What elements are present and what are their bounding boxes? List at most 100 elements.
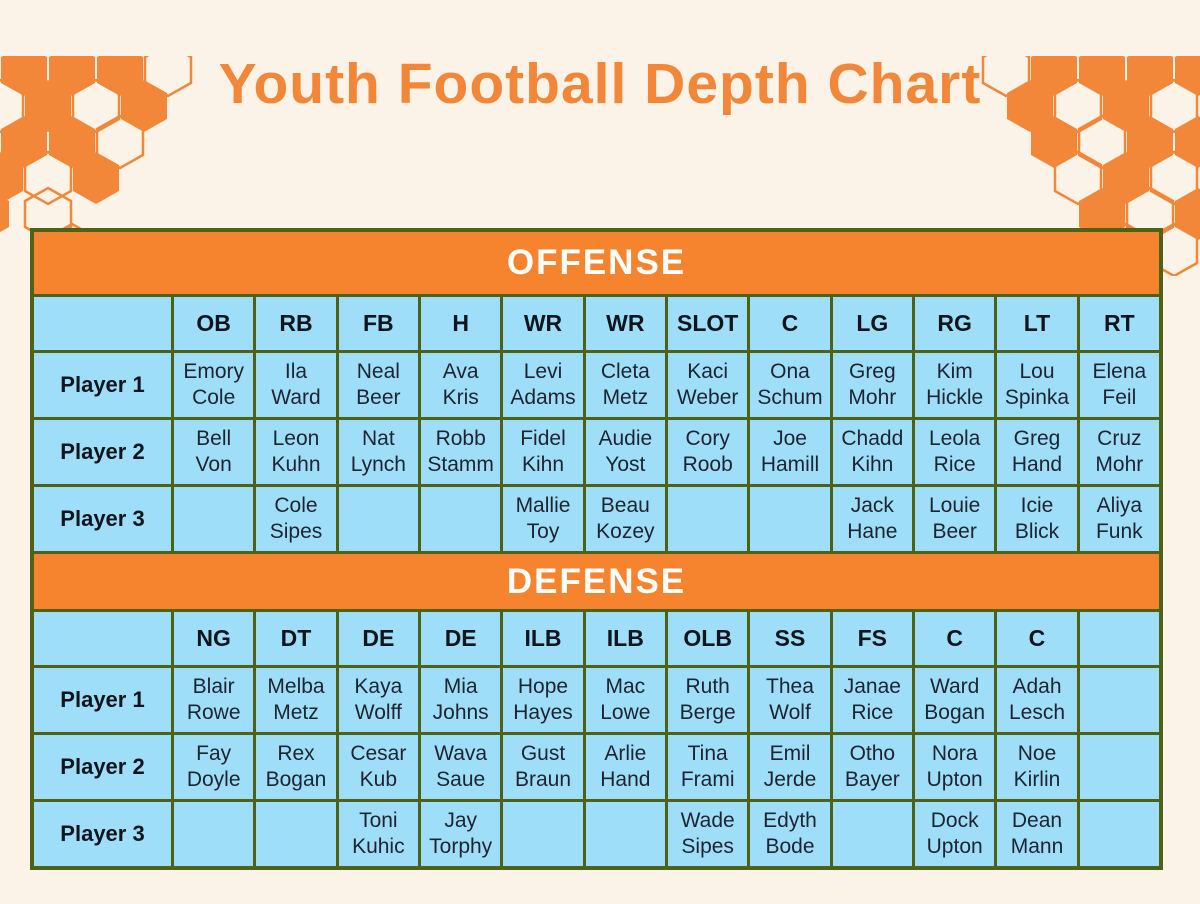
player-cell: Kaya Wolff xyxy=(338,668,418,732)
offense-position-header: H xyxy=(421,297,501,350)
defense-corner-cell xyxy=(34,612,171,665)
offense-position-header: SLOT xyxy=(668,297,748,350)
defense-row-label: Player 2 xyxy=(34,735,171,799)
offense-position-header: WR xyxy=(585,297,665,350)
offense-position-header: LT xyxy=(997,297,1077,350)
defense-position-header: NG xyxy=(174,612,254,665)
player-cell xyxy=(750,487,830,551)
player-cell: Louie Beer xyxy=(915,487,995,551)
player-cell: Chadd Kihn xyxy=(832,420,912,484)
defense-position-header xyxy=(1079,612,1159,665)
player-cell: Beau Kozey xyxy=(585,487,665,551)
player-cell: Nora Upton xyxy=(915,735,995,799)
player-cell: Thea Wolf xyxy=(750,668,830,732)
offense-position-header: LG xyxy=(832,297,912,350)
defense-position-header: DE xyxy=(421,612,501,665)
player-cell: Otho Bayer xyxy=(832,735,912,799)
offense-row-label: Player 2 xyxy=(34,420,171,484)
offense-banner: OFFENSE xyxy=(34,232,1159,294)
player-cell xyxy=(503,802,583,866)
depth-chart: OFFENSE OB RB FB H WR WR SLOT C LG RG LT… xyxy=(30,228,1163,870)
player-cell: Ila Ward xyxy=(256,353,336,417)
defense-position-header: ILB xyxy=(585,612,665,665)
player-cell xyxy=(668,487,748,551)
player-cell: Fay Doyle xyxy=(174,735,254,799)
offense-position-header: FB xyxy=(338,297,418,350)
player-cell: Cole Sipes xyxy=(256,487,336,551)
player-cell: Mac Lowe xyxy=(585,668,665,732)
player-cell: Leola Rice xyxy=(915,420,995,484)
player-cell: Rex Bogan xyxy=(256,735,336,799)
player-cell: Jay Torphy xyxy=(421,802,501,866)
player-cell: Noe Kirlin xyxy=(997,735,1077,799)
player-cell: Cruz Mohr xyxy=(1079,420,1159,484)
offense-corner-cell xyxy=(34,297,171,350)
player-cell: Wava Saue xyxy=(421,735,501,799)
defense-row-label: Player 1 xyxy=(34,668,171,732)
player-cell: Neal Beer xyxy=(338,353,418,417)
player-cell: Toni Kuhic xyxy=(338,802,418,866)
offense-position-header: RT xyxy=(1079,297,1159,350)
page-title: Youth Football Depth Chart xyxy=(218,52,982,116)
player-cell: Emil Jerde xyxy=(750,735,830,799)
player-cell xyxy=(1079,668,1159,732)
player-cell: Cesar Kub xyxy=(338,735,418,799)
player-cell: Cleta Metz xyxy=(585,353,665,417)
player-cell: Wade Sipes xyxy=(668,802,748,866)
defense-position-header: DT xyxy=(256,612,336,665)
player-cell: Kim Hickle xyxy=(915,353,995,417)
player-cell: Icie Blick xyxy=(997,487,1077,551)
defense-position-header: OLB xyxy=(668,612,748,665)
player-cell: Ona Schum xyxy=(750,353,830,417)
player-cell: Melba Metz xyxy=(256,668,336,732)
player-cell: Robb Stamm xyxy=(421,420,501,484)
player-cell: Lou Spinka xyxy=(997,353,1077,417)
player-cell: Aliya Funk xyxy=(1079,487,1159,551)
player-cell: Adah Lesch xyxy=(997,668,1077,732)
player-cell: Greg Hand xyxy=(997,420,1077,484)
player-cell xyxy=(1079,802,1159,866)
offense-row-label: Player 3 xyxy=(34,487,171,551)
offense-position-header: OB xyxy=(174,297,254,350)
offense-position-header: RB xyxy=(256,297,336,350)
player-cell xyxy=(1079,735,1159,799)
player-cell: Emory Cole xyxy=(174,353,254,417)
offense-row-label: Player 1 xyxy=(34,353,171,417)
defense-position-header: DE xyxy=(338,612,418,665)
player-cell: Gust Braun xyxy=(503,735,583,799)
player-cell: Jack Hane xyxy=(832,487,912,551)
offense-position-header: WR xyxy=(503,297,583,350)
player-cell: Levi Adams xyxy=(503,353,583,417)
player-cell: Kaci Weber xyxy=(668,353,748,417)
player-cell xyxy=(174,487,254,551)
player-cell: Fidel Kihn xyxy=(503,420,583,484)
player-cell: Tina Frami xyxy=(668,735,748,799)
player-cell: Greg Mohr xyxy=(832,353,912,417)
defense-position-header: C xyxy=(997,612,1077,665)
defense-position-header: ILB xyxy=(503,612,583,665)
player-cell: Mallie Toy xyxy=(503,487,583,551)
player-cell: Janae Rice xyxy=(832,668,912,732)
player-cell: Ruth Berge xyxy=(668,668,748,732)
player-cell: Mia Johns xyxy=(421,668,501,732)
player-cell: Edyth Bode xyxy=(750,802,830,866)
player-cell xyxy=(421,487,501,551)
player-cell: Cory Roob xyxy=(668,420,748,484)
player-cell: Arlie Hand xyxy=(585,735,665,799)
player-cell: Joe Hamill xyxy=(750,420,830,484)
player-cell: Blair Rowe xyxy=(174,668,254,732)
defense-banner: DEFENSE xyxy=(34,554,1159,609)
player-cell: Ward Bogan xyxy=(915,668,995,732)
player-cell: Ava Kris xyxy=(421,353,501,417)
player-cell: Elena Feil xyxy=(1079,353,1159,417)
player-cell xyxy=(585,802,665,866)
player-cell: Leon Kuhn xyxy=(256,420,336,484)
offense-position-header: C xyxy=(750,297,830,350)
player-cell: Bell Von xyxy=(174,420,254,484)
player-cell: Hope Hayes xyxy=(503,668,583,732)
player-cell: Audie Yost xyxy=(585,420,665,484)
player-cell: Dean Mann xyxy=(997,802,1077,866)
defense-position-header: C xyxy=(915,612,995,665)
player-cell: Dock Upton xyxy=(915,802,995,866)
player-cell xyxy=(256,802,336,866)
